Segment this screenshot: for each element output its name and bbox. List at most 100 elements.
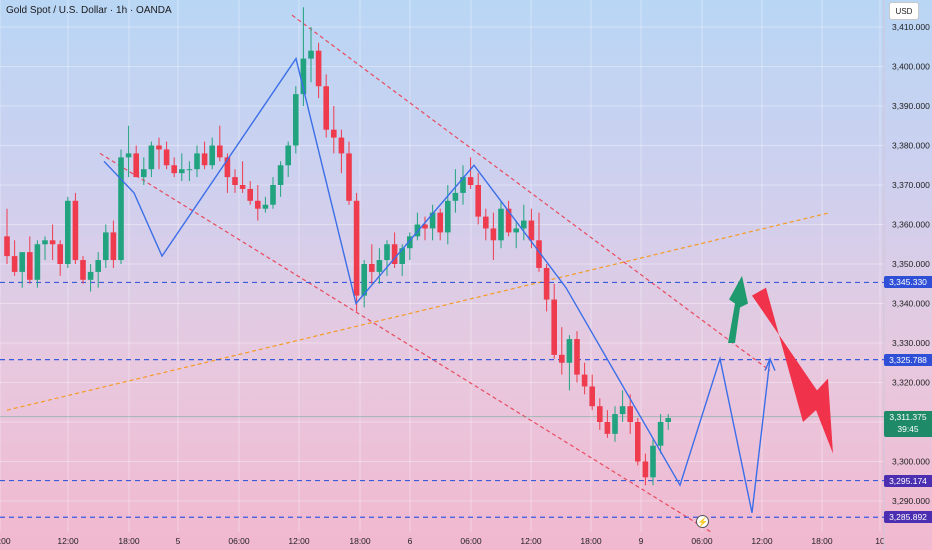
candle-body	[536, 240, 542, 268]
candle-body	[232, 177, 238, 185]
symbol-title: Gold Spot / U.S. Dollar · 1h · OANDA	[6, 5, 172, 16]
candle-body	[566, 339, 573, 363]
zigzag-path	[103, 56, 771, 513]
candle-body	[4, 236, 10, 257]
candle-body	[194, 153, 200, 170]
y-tick-label: 3,340.000	[892, 299, 930, 309]
candle-body	[559, 354, 565, 363]
y-tick-label: 3,410.000	[892, 22, 930, 32]
candle-body	[346, 153, 352, 201]
candle-body	[361, 264, 367, 296]
candle-body	[34, 244, 41, 280]
candle-body	[27, 252, 33, 280]
candle-body	[650, 445, 656, 478]
candle-body	[315, 50, 322, 87]
candle-body	[369, 264, 375, 272]
candle-body	[125, 153, 132, 158]
candle-body	[612, 414, 618, 434]
candle-body	[505, 208, 512, 233]
level-tag-3325: 3,325.788	[884, 353, 932, 366]
y-tick-label: 3,300.000	[892, 457, 930, 467]
x-tick-label: 06:00	[460, 536, 482, 546]
y-tick-label: 3,290.000	[892, 496, 930, 506]
candle-body	[65, 200, 71, 264]
candle-body	[201, 153, 208, 166]
candle-body	[87, 271, 94, 280]
candle-body	[589, 386, 595, 407]
y-tick-label: 3,390.000	[892, 101, 930, 111]
candle-body	[513, 228, 519, 233]
candle-body	[179, 169, 185, 174]
down-arrow	[752, 287, 833, 454]
candle-body	[407, 236, 413, 249]
x-tick-label: 18:00	[118, 536, 140, 546]
x-tick-label: 10	[875, 536, 885, 546]
candle-body	[445, 200, 451, 233]
candle-body	[452, 192, 459, 201]
countdown-label: 39:45	[897, 423, 919, 434]
candle-body	[498, 208, 504, 241]
candle-body	[384, 244, 390, 261]
candle-body	[262, 204, 269, 209]
channel-lower-line	[99, 152, 713, 534]
candle-body	[391, 244, 398, 264]
candle-body	[521, 220, 527, 229]
candle-body	[338, 137, 345, 154]
candle-body	[209, 145, 215, 166]
candle-body	[49, 240, 56, 245]
candle-body	[665, 418, 671, 422]
zigzag-arrowhead	[764, 356, 776, 371]
candle-body	[163, 149, 170, 166]
y-tick-label: 3,370.000	[892, 180, 930, 190]
level-tag-3345: 3,345.330	[884, 276, 932, 289]
y-tick-label: 3,330.000	[892, 338, 930, 348]
candle-body	[224, 157, 231, 178]
candle-body	[247, 188, 253, 201]
candle-body	[528, 220, 535, 241]
y-tick-label: 3,320.000	[892, 378, 930, 388]
candle-body	[574, 339, 580, 375]
candle-body	[148, 145, 155, 170]
candle-body	[285, 145, 291, 166]
candle-body	[156, 145, 162, 150]
x-tick-label: 18:00	[811, 536, 833, 546]
candle-body	[217, 145, 223, 158]
candle-body	[186, 169, 193, 171]
currency-button[interactable]: USD	[889, 2, 919, 20]
candle-body	[270, 185, 276, 205]
candle-body	[300, 58, 307, 95]
candle-body	[80, 260, 86, 280]
x-tick-label: 12:00	[751, 536, 773, 546]
channel-upper-line	[291, 14, 771, 372]
x-tick-label: 6	[408, 536, 413, 546]
candle-body	[118, 157, 124, 261]
lightning-icon[interactable]: ⚡	[696, 515, 709, 528]
x-tick-label: 5	[176, 536, 181, 546]
y-tick-label: 3,360.000	[892, 220, 930, 230]
trend-line	[6, 212, 831, 411]
candle-body	[490, 228, 497, 241]
candle-body	[414, 224, 421, 237]
candle-body	[437, 212, 443, 233]
candle-body	[422, 224, 428, 229]
candle-body	[11, 256, 18, 272]
up-arrow	[728, 275, 748, 343]
candle-body	[19, 252, 25, 272]
candle-body	[551, 299, 557, 355]
x-tick-label: 9	[639, 536, 644, 546]
candle-body	[475, 185, 481, 217]
candle-body	[627, 406, 633, 422]
candle-body	[110, 232, 117, 261]
candle-body	[399, 248, 405, 264]
candle-body	[429, 212, 436, 229]
candle-body	[239, 185, 246, 189]
candle-body	[57, 244, 63, 264]
y-tick-label: 3,400.000	[892, 62, 930, 72]
x-tick-label: 12:00	[520, 536, 542, 546]
candle-body	[323, 86, 329, 130]
candle-body	[331, 129, 337, 138]
x-tick-label: 12:00	[57, 536, 79, 546]
candle-body	[308, 50, 314, 59]
